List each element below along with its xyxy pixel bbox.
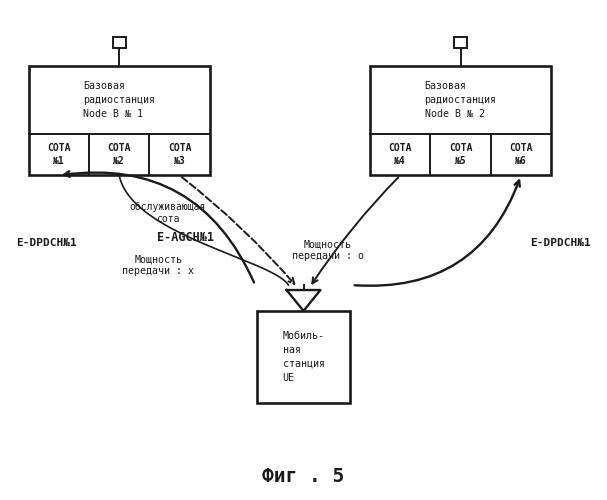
- Text: СОТА
№3: СОТА №3: [168, 144, 191, 166]
- Text: Фиг . 5: Фиг . 5: [262, 466, 345, 485]
- Text: E-DPDCH№1: E-DPDCH№1: [530, 238, 591, 248]
- Bar: [257, 311, 350, 403]
- Text: СОТА
№1: СОТА №1: [47, 144, 70, 166]
- Text: обслуживающая
сота: обслуживающая сота: [129, 202, 206, 224]
- Text: СОТА
№6: СОТА №6: [509, 144, 533, 166]
- Text: Базовая
радиостанция
Node B № 1: Базовая радиостанция Node B № 1: [83, 81, 155, 119]
- Bar: [370, 66, 551, 176]
- Text: СОТА
№2: СОТА №2: [107, 144, 131, 166]
- Text: Мощность
передачи : x: Мощность передачи : x: [123, 254, 194, 276]
- Text: E-DPDCH№1: E-DPDCH№1: [16, 238, 77, 248]
- Text: Мощность
передачи : о: Мощность передачи : о: [292, 239, 364, 261]
- Text: Мобиль-
ная
станция
UE: Мобиль- ная станция UE: [282, 331, 325, 383]
- Bar: [454, 37, 467, 48]
- Bar: [29, 66, 210, 176]
- Bar: [112, 37, 126, 48]
- Text: СОТА
№4: СОТА №4: [388, 144, 412, 166]
- Text: Базовая
радиостанция
Node B № 2: Базовая радиостанция Node B № 2: [425, 81, 497, 119]
- Text: СОТА
№5: СОТА №5: [449, 144, 472, 166]
- Text: E-AGCH№1: E-AGCH№1: [157, 231, 214, 244]
